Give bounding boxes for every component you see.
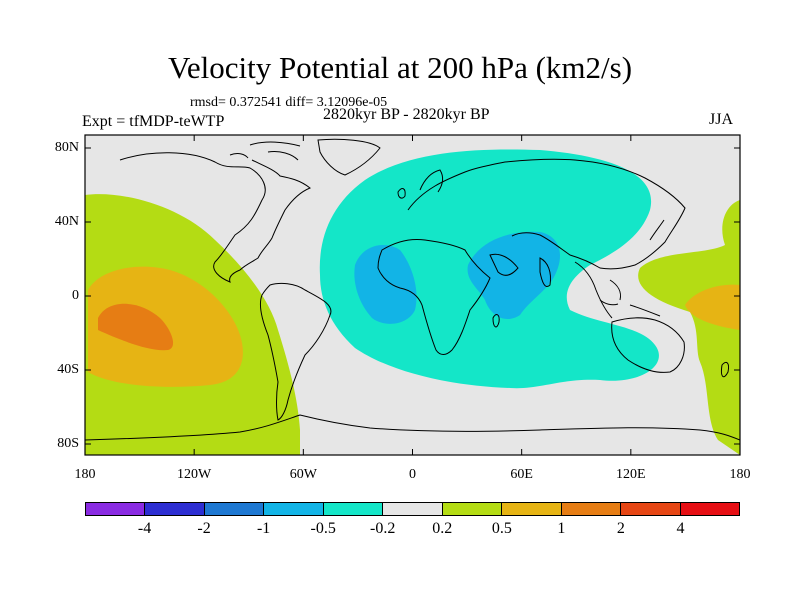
coastline-japan [599, 219, 665, 317]
lat-tick-label: 40S [57, 362, 79, 377]
colorbar-bin [323, 503, 384, 515]
colorbar-bin [561, 503, 622, 515]
lon-tick-label: 60E [510, 467, 533, 482]
colorbar-label: 0.2 [432, 520, 453, 537]
coastline-south-america [259, 282, 332, 421]
colorbar-bin [502, 503, 562, 515]
colorbar-label: 1 [557, 520, 566, 537]
season-label: JJA [709, 111, 734, 128]
coastline-scandinavia [419, 169, 444, 193]
coastline-eurasia [407, 158, 686, 270]
lon-tick-label: 180 [74, 467, 96, 482]
contour-positive-3 [98, 303, 174, 351]
lat-tick-label: 80S [57, 436, 79, 451]
coastline-arabia [489, 253, 519, 276]
coastline-madagascar [492, 314, 500, 328]
coastlines [85, 138, 740, 441]
lat-tick-label: 0 [72, 288, 79, 303]
experiment-label: Expt = tfMDP-teWTP [82, 113, 225, 130]
lon-tick-label: 60W [289, 467, 317, 482]
coastline-greenland [317, 138, 381, 176]
coastline-se-asia [574, 261, 621, 319]
lat-tick-label: 80N [54, 140, 79, 155]
colorbar-label: -1 [256, 520, 271, 537]
contour-positive-west-pacific-2 [685, 284, 740, 330]
colorbar-bin [442, 503, 503, 515]
lon-tick-label: 180 [729, 467, 751, 482]
colorbar-label: -2 [197, 520, 211, 537]
colorbar-bin [383, 503, 443, 515]
lat-tick-label: 40N [54, 214, 79, 229]
contour-negative-africa [354, 245, 417, 324]
colorbar-label: -0.2 [370, 520, 396, 537]
colorbar-bin [680, 503, 739, 515]
contour-layers [85, 135, 740, 455]
contour-positive-west-pacific [638, 200, 740, 455]
coastline-india [539, 257, 551, 287]
colorbar [85, 502, 740, 516]
axis-ticks [84, 135, 741, 455]
coastline-uk [397, 188, 406, 199]
colorbar-label: -0.5 [310, 520, 336, 537]
map-title: Velocity Potential at 200 hPa (km2/s) [167, 50, 633, 85]
lon-tick-label: 120E [616, 467, 646, 482]
colorbar-label: 2 [616, 520, 625, 537]
colorbar-label: -4 [137, 520, 152, 537]
coastline-africa [377, 239, 491, 355]
coastline-north-america [119, 152, 311, 283]
colorbar-label: 4 [676, 520, 685, 537]
stats-text: rmsd= 0.372541 diff= 3.12096e-05 [190, 95, 388, 110]
coastline-arctic-islands [229, 141, 301, 161]
colorbar-bin [204, 503, 265, 515]
colorbar-bin [86, 503, 146, 515]
colorbar-bin [264, 503, 324, 515]
lon-tick-label: 120W [177, 467, 212, 482]
colorbar-bin [621, 503, 681, 515]
contour-negative-indian-ocean [467, 231, 560, 320]
period-label: 2820kyr BP - 2820kyr BP [323, 106, 490, 123]
lon-tick-label: 0 [409, 467, 416, 482]
colorbar-label: 0.5 [491, 520, 512, 537]
coastline-australia [611, 317, 685, 373]
colorbar-bin [145, 503, 205, 515]
coastline-new-zealand [721, 361, 729, 378]
coastline-antarctica [85, 414, 740, 441]
